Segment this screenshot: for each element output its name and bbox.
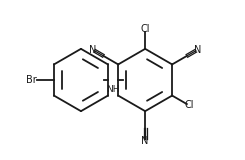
Text: Cl: Cl [140, 24, 150, 34]
Text: N: N [89, 44, 96, 55]
Text: Br: Br [26, 75, 37, 85]
Text: N: N [141, 136, 149, 146]
Text: Cl: Cl [184, 100, 194, 110]
Text: NH: NH [106, 85, 120, 94]
Text: N: N [194, 44, 202, 55]
